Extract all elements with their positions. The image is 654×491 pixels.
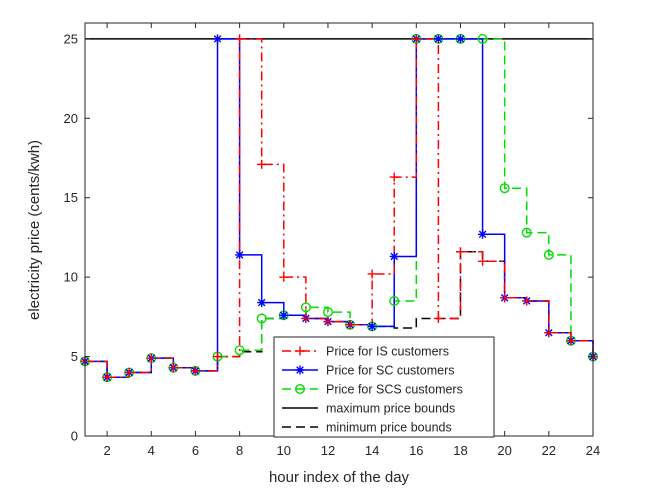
data-point-price-for-is-customers bbox=[190, 366, 200, 376]
data-point-price-for-scs-customers bbox=[300, 302, 311, 313]
y-tick-label: 0 bbox=[71, 429, 78, 444]
y-tick-label: 5 bbox=[71, 349, 78, 364]
data-point-price-for-is-customers bbox=[235, 34, 245, 44]
data-point-price-for-sc-customers bbox=[279, 310, 289, 320]
legend-marker-price-for-scs-customers bbox=[295, 384, 306, 395]
legend-marker-price-for-is-customers bbox=[295, 346, 305, 356]
data-point-price-for-is-customers bbox=[389, 172, 399, 182]
data-point-price-for-scs-customers bbox=[543, 249, 554, 260]
data-point-price-for-sc-customers bbox=[389, 252, 399, 262]
x-tick-label: 22 bbox=[542, 443, 556, 458]
x-tick-label: 12 bbox=[321, 443, 335, 458]
x-tick-label: 20 bbox=[497, 443, 511, 458]
data-point-price-for-is-customers bbox=[213, 352, 223, 362]
x-tick-label: 6 bbox=[192, 443, 199, 458]
legend: Price for IS customers Price for SC custo… bbox=[273, 336, 495, 438]
data-point-price-for-is-customers bbox=[301, 313, 311, 323]
data-point-price-for-scs-customers bbox=[389, 295, 400, 306]
legend-label-maximum-price-bounds: maximum price bounds bbox=[326, 402, 455, 416]
data-point-price-for-is-customers bbox=[500, 293, 510, 303]
x-tick-label: 4 bbox=[148, 443, 155, 458]
data-point-price-for-scs-customers bbox=[322, 307, 333, 318]
x-axis-label: hour index of the day bbox=[269, 469, 410, 486]
data-point-price-for-is-customers bbox=[411, 34, 421, 44]
data-point-price-for-is-customers bbox=[323, 317, 333, 327]
legend-label-price-for-sc-customers: Price for SC customers bbox=[326, 364, 455, 378]
data-point-price-for-scs-customers bbox=[477, 33, 488, 44]
data-point-price-for-is-customers bbox=[257, 159, 267, 169]
y-tick-label: 20 bbox=[64, 111, 78, 126]
x-tick-label: 8 bbox=[236, 443, 243, 458]
data-point-price-for-is-customers bbox=[433, 313, 443, 323]
y-tick-label: 10 bbox=[64, 270, 78, 285]
data-point-price-for-is-customers bbox=[566, 336, 576, 346]
y-axis-label: electricity price (cents/kwh) bbox=[26, 140, 43, 320]
data-point-price-for-is-customers bbox=[455, 247, 465, 257]
legend-label-price-for-is-customers: Price for IS customers bbox=[326, 345, 449, 359]
series-line-price-for-scs-customers bbox=[85, 38, 594, 378]
data-point-price-for-is-customers bbox=[478, 256, 488, 266]
legend-label-minimum-price-bounds: minimum price bounds bbox=[326, 421, 452, 435]
series-line-price-for-is-customers bbox=[85, 38, 594, 378]
data-point-price-for-sc-customers bbox=[433, 34, 443, 44]
data-point-price-for-scs-customers bbox=[234, 345, 245, 356]
y-tick-label: 25 bbox=[64, 31, 78, 46]
legend-label-price-for-scs-customers: Price for SCS customers bbox=[326, 383, 463, 397]
y-tick-label: 15 bbox=[64, 190, 78, 205]
data-point-price-for-is-customers bbox=[102, 372, 112, 382]
x-tick-label: 18 bbox=[453, 443, 467, 458]
x-tick-label: 24 bbox=[586, 443, 600, 458]
x-tick-label: 10 bbox=[277, 443, 291, 458]
data-point-price-for-is-customers bbox=[544, 328, 554, 338]
data-point-price-for-is-customers bbox=[124, 367, 134, 377]
data-point-price-for-scs-customers bbox=[499, 183, 510, 194]
x-tick-label: 2 bbox=[103, 443, 110, 458]
data-point-price-for-scs-customers bbox=[256, 313, 267, 324]
data-point-price-for-is-customers bbox=[146, 353, 156, 363]
legend-box bbox=[273, 336, 495, 438]
data-point-price-for-sc-customers bbox=[257, 298, 267, 308]
data-point-price-for-sc-customers bbox=[367, 321, 377, 331]
data-point-price-for-sc-customers bbox=[455, 34, 465, 44]
data-point-price-for-scs-customers bbox=[521, 227, 532, 238]
data-point-price-for-sc-customers bbox=[235, 250, 245, 260]
data-point-price-for-is-customers bbox=[168, 363, 178, 373]
data-point-price-for-is-customers bbox=[279, 272, 289, 282]
data-point-price-for-is-customers bbox=[345, 320, 355, 330]
data-point-price-for-sc-customers bbox=[478, 229, 488, 239]
x-tick-label: 16 bbox=[409, 443, 423, 458]
data-point-price-for-sc-customers bbox=[213, 34, 223, 44]
legend-marker-price-for-sc-customers bbox=[295, 365, 305, 375]
data-point-price-for-is-customers bbox=[367, 269, 377, 279]
x-tick-label: 14 bbox=[365, 443, 379, 458]
data-point-price-for-is-customers bbox=[522, 296, 532, 306]
